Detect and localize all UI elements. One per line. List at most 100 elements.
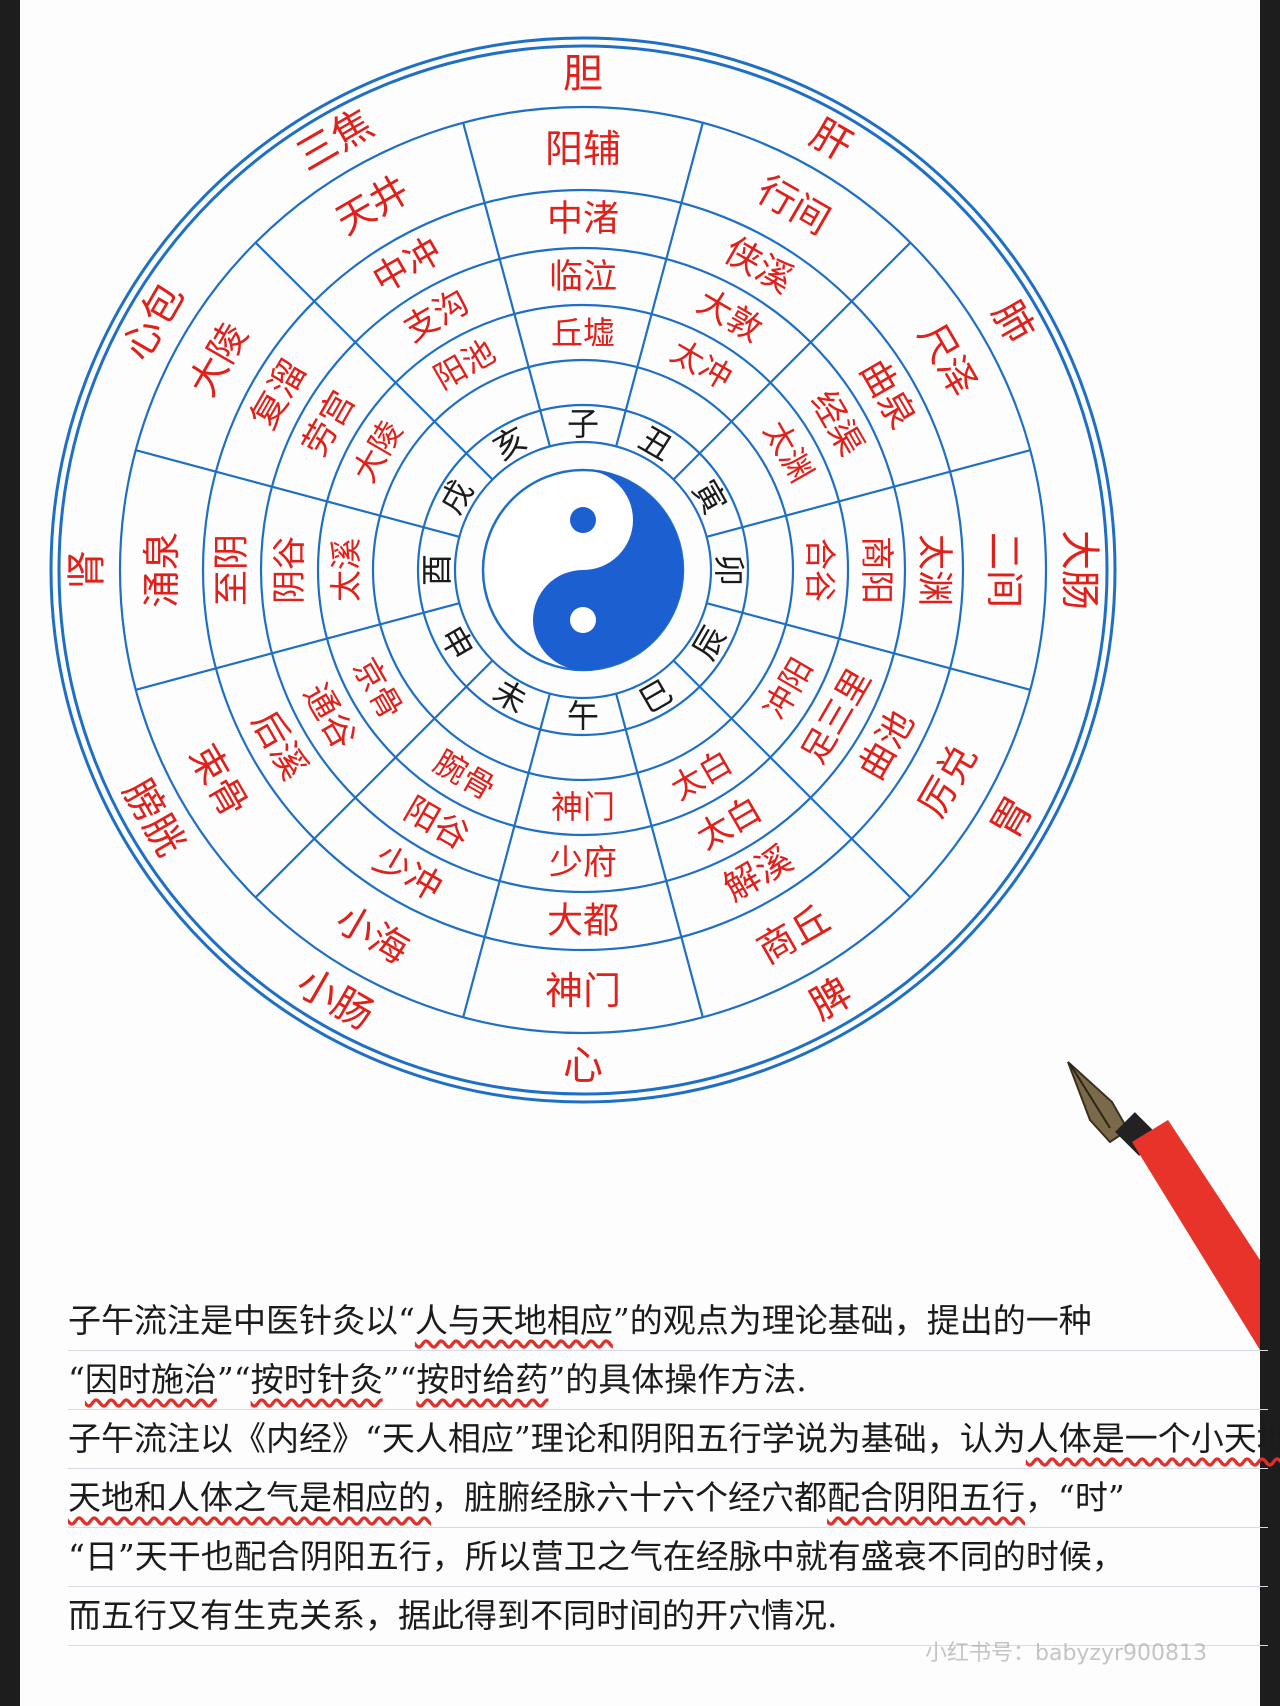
earthly-branch-label: 申 xyxy=(432,620,481,667)
earthly-branch-label: 丑 xyxy=(633,419,680,468)
acupoint-label: 合谷 xyxy=(801,538,839,602)
organ-label: 肾 xyxy=(64,550,110,590)
acupoint-label: 太渊 xyxy=(756,414,821,488)
earthly-branch-label: 寅 xyxy=(685,474,734,521)
text-span: ，“时” xyxy=(1025,1478,1125,1517)
ring-circle xyxy=(316,303,850,837)
sector-divider xyxy=(672,659,912,899)
earthly-branch-label: 子 xyxy=(567,405,599,443)
acupoint-label: 阳辅 xyxy=(545,127,621,171)
acupoint-label: 曲池 xyxy=(851,704,923,787)
highlighted-phrase: 配合阴阳五行 xyxy=(827,1478,1025,1517)
acupoint-label: 束骨 xyxy=(180,737,256,825)
sector-divider xyxy=(615,122,704,447)
earthly-branch-label: 午 xyxy=(567,697,599,735)
earthly-branch-label: 戌 xyxy=(432,474,481,521)
acupoint-label: 尺泽 xyxy=(910,316,986,404)
sector-divider xyxy=(135,602,460,691)
sector-divider xyxy=(254,659,494,899)
sector-divider xyxy=(254,241,494,481)
organ-label: 心包 xyxy=(114,276,194,368)
acupoint-label: 太渊 xyxy=(914,534,955,606)
text-span: ”“ xyxy=(382,1360,417,1399)
ring-circle xyxy=(453,440,713,700)
earthly-branch-label: 辰 xyxy=(685,620,734,667)
ring-circle xyxy=(371,358,795,782)
acupoint-label: 阳谷 xyxy=(397,789,476,858)
acupoint-label: 二间 xyxy=(982,532,1026,608)
acupoint-label: 神门 xyxy=(551,788,615,826)
text-span: ”“ xyxy=(216,1360,251,1399)
highlighted-phrase: 人与天地相应 xyxy=(414,1301,613,1340)
acupoint-label: 解溪 xyxy=(717,838,800,910)
ring-circle xyxy=(57,44,1109,1096)
yin-yang-dot-dark xyxy=(570,507,596,533)
acupoint-label: 经渠 xyxy=(802,384,871,463)
earthly-branch-label: 巳 xyxy=(633,672,680,721)
earthly-branch-label: 卯 xyxy=(710,554,748,586)
acupoint-label: 少冲 xyxy=(366,838,449,910)
sector-divider xyxy=(706,449,1031,538)
sector-divider xyxy=(462,122,551,447)
acupoint-label: 中渚 xyxy=(547,199,619,240)
organ-label: 小肠 xyxy=(289,960,381,1040)
ring-circle xyxy=(49,36,1117,1104)
ring-circle xyxy=(201,188,965,952)
highlighted-phrase: 人体是一个小天地 xyxy=(1025,1419,1280,1458)
text-span: “ xyxy=(68,1360,85,1399)
acupoint-label: 厉兑 xyxy=(910,737,986,825)
acupoint-label: 商丘 xyxy=(750,897,838,973)
text-line: 子午流注以《内经》“天人相应”理论和阴阳五行学说为基础，认为人体是一个小天地， xyxy=(68,1410,1280,1469)
organ-label: 膀胱 xyxy=(114,772,194,864)
text-line: “日”天干也配合阴阳五行，所以营卫之气在经脉中就有盛衰不同的时候， xyxy=(68,1528,1268,1587)
watermark: 小红书号：babyzyr900813 xyxy=(925,1641,1208,1666)
text-line: “因时施治”“按时针灸”“按时给药”的具体操作方法. xyxy=(68,1351,1268,1410)
text-line: 子午流注是中医针灸以“人与天地相应”的观点为理论基础，提出的一种 xyxy=(68,1292,1268,1351)
text-span: ，脏腑经脉六十六个经穴都 xyxy=(431,1478,827,1517)
acupoint-label: 大都 xyxy=(547,901,619,942)
text-line: 天地和人体之气是相应的，脏腑经脉六十六个经穴都配合阴阳五行，“时” xyxy=(68,1469,1268,1528)
sector-divider xyxy=(706,602,1031,691)
acupoint-label: 涌泉 xyxy=(140,532,184,608)
text-span: 子午流注以《内经》“天人相应”理论和阴阳五行学说为基础，认为 xyxy=(68,1419,1026,1458)
acupoint-label: 大敦 xyxy=(690,282,769,351)
acupoint-label: 支沟 xyxy=(397,282,476,351)
paper-page: 胆肝肺大肠胃脾心小肠 膀胱肾心包 三焦 阳辅 行间 尺泽 二间 厉兑 商丘 神门 小海 束骨 涌泉 大陵天… xyxy=(20,0,1280,1706)
highlighted-phrase: 按时针灸 xyxy=(250,1360,383,1399)
acupoint-label: 少府 xyxy=(549,843,617,883)
organ-label: 胆 xyxy=(563,51,603,97)
acupoint-label: 复溜 xyxy=(243,353,315,436)
acupoint-label: 太白 xyxy=(690,789,769,858)
acupoint-label: 中冲 xyxy=(366,230,449,302)
acupoint-label: 太溪 xyxy=(327,538,365,602)
acupoint-label: 侠溪 xyxy=(717,230,800,302)
acupoint-label: 通谷 xyxy=(295,677,364,756)
acupoint-label: 太冲 xyxy=(664,332,738,397)
acupoint-label: 神门 xyxy=(545,969,621,1013)
acupoint-label: 商阳 xyxy=(856,536,896,604)
sector-divider xyxy=(672,241,912,481)
ring-circle xyxy=(118,105,1048,1035)
acupoint-label: 阴谷 xyxy=(270,536,310,604)
acupoint-label: 京骨 xyxy=(345,651,410,725)
acupoint-label: 行间 xyxy=(750,167,838,243)
acupoint-label: 冲阳 xyxy=(756,651,821,725)
earthly-branch-label: 亥 xyxy=(487,419,534,468)
text-line: 而五行又有生克关系，据此得到不同时间的开穴情况. xyxy=(68,1587,1268,1646)
acupoint-label: 腕骨 xyxy=(427,743,501,808)
earthly-branch-label: 未 xyxy=(487,672,534,721)
highlighted-phrase: 按时给药 xyxy=(416,1360,549,1399)
acupoint-label: 小海 xyxy=(329,897,417,973)
acupoint-label: 阳池 xyxy=(427,332,501,397)
ring-circle xyxy=(259,246,907,894)
ring-circle xyxy=(416,403,750,737)
acupoint-label: 丘墟 xyxy=(551,314,615,352)
text-span: 子午流注是中医针灸以“ xyxy=(68,1301,415,1340)
explanation-text: 子午流注是中医针灸以“人与天地相应”的观点为理论基础，提出的一种 “因时施治”“按… xyxy=(68,1292,1280,1646)
acupoint-label: 后溪 xyxy=(243,704,315,787)
acupoint-label: 太白 xyxy=(664,743,738,808)
text-span: “日”天干也配合阴阳五行，所以营卫之气在经脉中就有盛衰不同的时候， xyxy=(68,1537,1125,1576)
yin-yang-dot-light xyxy=(570,607,596,633)
highlighted-phrase: 天地和人体之气是相应的 xyxy=(68,1478,431,1517)
